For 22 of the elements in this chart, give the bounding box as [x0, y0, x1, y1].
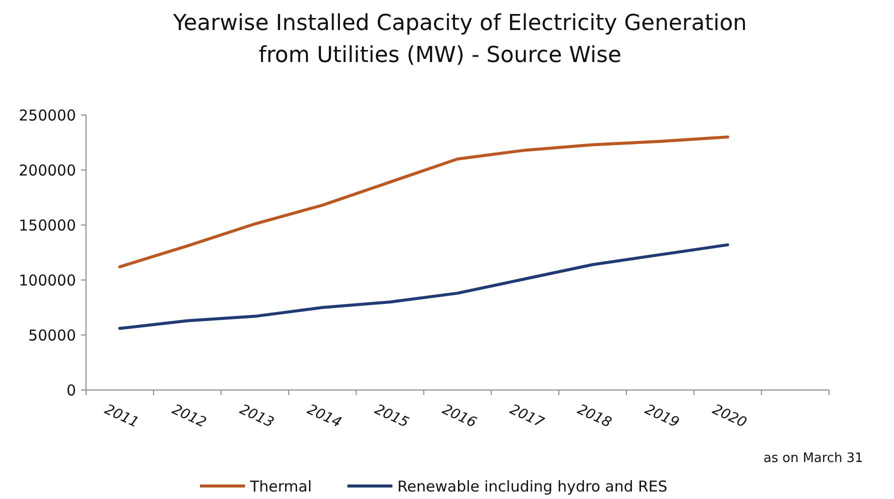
y-tick-label: 200000 [18, 161, 76, 180]
x-tick-label: 2013 [237, 402, 276, 432]
chart-title: Yearwise Installed Capacity of Electricity Generation from Utilities (MW) - Source Wise [172, 11, 747, 68]
line-series [118, 243, 730, 330]
y-tick-label: 150000 [18, 216, 76, 234]
x-tick-label: 2015 [372, 402, 412, 432]
line-series [118, 136, 730, 268]
x-tick-label: 2011 [102, 402, 141, 432]
y-tick-label: 0 [66, 381, 76, 400]
x-tick-label: 2012 [169, 402, 209, 432]
x-tick-label: 2016 [440, 402, 479, 432]
x-tick-label: 2020 [710, 402, 749, 432]
legend-label: Renewable including hydro and RES [397, 477, 668, 496]
x-tick-label: 2019 [642, 402, 682, 432]
x-tick-label: 2018 [574, 402, 614, 432]
y-tick-label: 50000 [28, 326, 76, 344]
y-tick-label: 250000 [18, 106, 76, 124]
y-tick-label: 100000 [18, 271, 76, 290]
x-tick-label: 2017 [507, 402, 546, 432]
legend-label: Thermal [249, 477, 312, 496]
x-tick-label: 2014 [304, 402, 344, 432]
text: as on March 31 [764, 451, 863, 466]
